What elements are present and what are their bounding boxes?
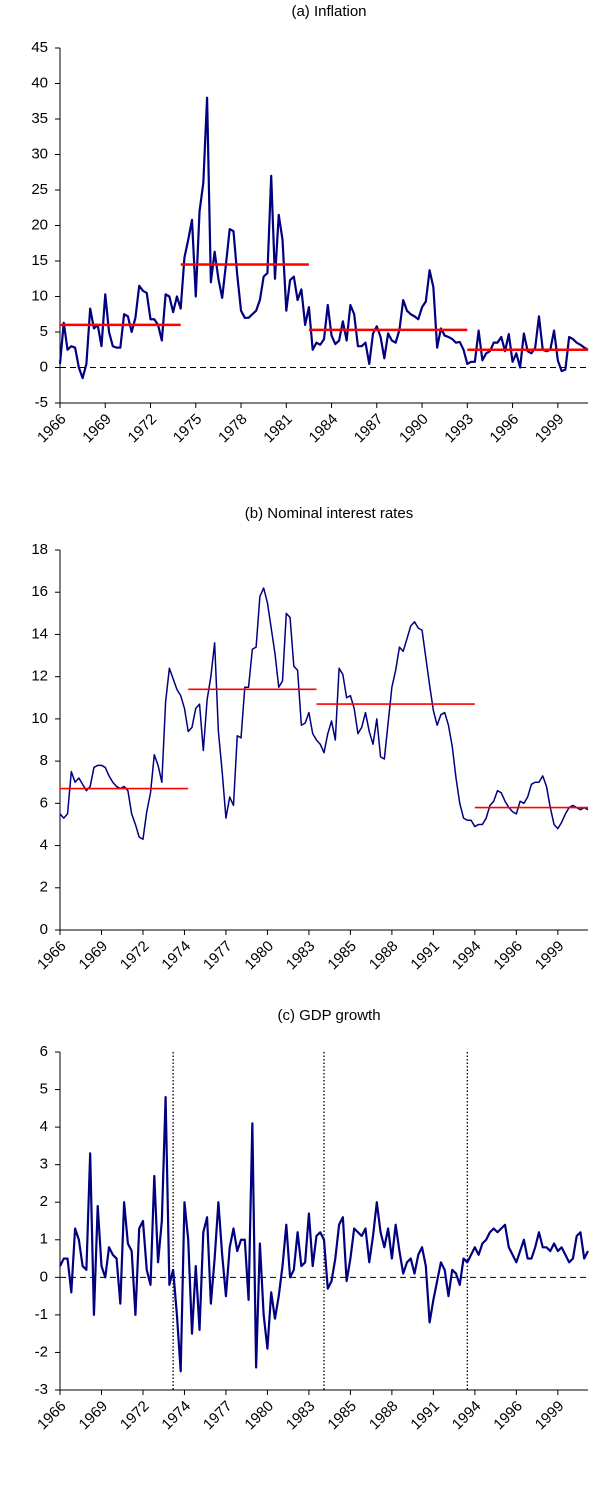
x-tick-label: 1975 <box>170 411 206 447</box>
x-tick-label: 1966 <box>34 1398 70 1434</box>
y-tick-label: 15 <box>31 252 48 269</box>
x-tick-label: 1991 <box>407 938 443 974</box>
x-tick-label: 1999 <box>532 1398 568 1434</box>
y-tick-label: 2 <box>40 879 48 896</box>
y-tick-label: 0 <box>40 921 48 938</box>
x-tick-label: 1996 <box>490 1398 526 1434</box>
x-tick-label: 1990 <box>396 411 432 447</box>
y-tick-label: 2 <box>40 1193 48 1210</box>
series-line <box>59 1095 589 1373</box>
y-tick-label: 45 <box>31 39 48 56</box>
x-tick-label: 1977 <box>200 1398 236 1434</box>
x-tick-label: 1999 <box>532 411 568 447</box>
x-tick-label: 1987 <box>351 411 387 447</box>
x-tick-label: 1983 <box>283 938 319 974</box>
x-tick-label: 1996 <box>487 411 523 447</box>
x-tick-label: 1988 <box>366 1398 402 1434</box>
chart-title: (c) GDP growth <box>277 1007 380 1024</box>
x-tick-label: 1978 <box>215 411 251 447</box>
y-tick-label: 1 <box>40 1231 48 1248</box>
y-tick-label: 10 <box>31 287 48 304</box>
x-tick-label: 1993 <box>441 411 477 447</box>
y-tick-label: 0 <box>40 1268 48 1285</box>
y-tick-label: -1 <box>35 1306 48 1323</box>
x-tick-label: 1988 <box>366 938 402 974</box>
series-line <box>59 587 589 840</box>
y-tick-label: -5 <box>35 394 48 411</box>
y-tick-label: 0 <box>40 358 48 375</box>
x-tick-label: 1966 <box>34 938 70 974</box>
y-tick-label: 5 <box>40 1081 48 1098</box>
x-tick-label: 1984 <box>306 411 342 447</box>
chart-title: (b) Nominal interest rates <box>245 505 413 522</box>
y-tick-label: 6 <box>40 1043 48 1060</box>
x-tick-label: 1974 <box>158 938 194 974</box>
y-tick-label: 8 <box>40 752 48 769</box>
y-tick-label: -2 <box>35 1343 48 1360</box>
x-tick-label: 1974 <box>158 1398 194 1434</box>
y-tick-label: 4 <box>40 1118 48 1135</box>
x-tick-label: 1985 <box>324 1398 360 1434</box>
y-tick-label: 20 <box>31 216 48 233</box>
x-tick-label: 1980 <box>241 938 277 974</box>
x-tick-label: 1996 <box>490 938 526 974</box>
y-tick-label: 30 <box>31 145 48 162</box>
x-tick-label: 1972 <box>117 938 153 974</box>
x-tick-label: 1972 <box>125 411 161 447</box>
x-tick-label: 1985 <box>324 938 360 974</box>
y-tick-label: 4 <box>40 837 48 854</box>
x-tick-label: 1966 <box>34 411 70 447</box>
x-tick-label: 1977 <box>200 938 236 974</box>
y-tick-label: 5 <box>40 323 48 340</box>
x-tick-label: 1999 <box>532 938 568 974</box>
x-tick-label: 1994 <box>449 938 485 974</box>
y-tick-label: 35 <box>31 110 48 127</box>
y-tick-label: 10 <box>31 710 48 727</box>
y-tick-label: 12 <box>31 668 48 685</box>
y-tick-label: 14 <box>31 625 48 642</box>
x-tick-label: 1991 <box>407 1398 443 1434</box>
x-tick-label: 1969 <box>79 411 115 447</box>
y-tick-label: 18 <box>31 541 48 558</box>
y-tick-label: 6 <box>40 794 48 811</box>
y-tick-label: -3 <box>35 1381 48 1398</box>
x-tick-label: 1981 <box>260 411 296 447</box>
x-tick-label: 1969 <box>75 938 111 974</box>
y-tick-label: 25 <box>31 181 48 198</box>
y-tick-label: 16 <box>31 583 48 600</box>
x-tick-label: 1972 <box>117 1398 153 1434</box>
x-tick-label: 1983 <box>283 1398 319 1434</box>
series-line <box>58 96 589 380</box>
x-tick-label: 1980 <box>241 1398 277 1434</box>
x-tick-label: 1969 <box>75 1398 111 1434</box>
y-tick-label: 40 <box>31 74 48 91</box>
x-tick-label: 1994 <box>449 1398 485 1434</box>
chart-title: (a) Inflation <box>291 3 366 20</box>
y-tick-label: 3 <box>40 1156 48 1173</box>
